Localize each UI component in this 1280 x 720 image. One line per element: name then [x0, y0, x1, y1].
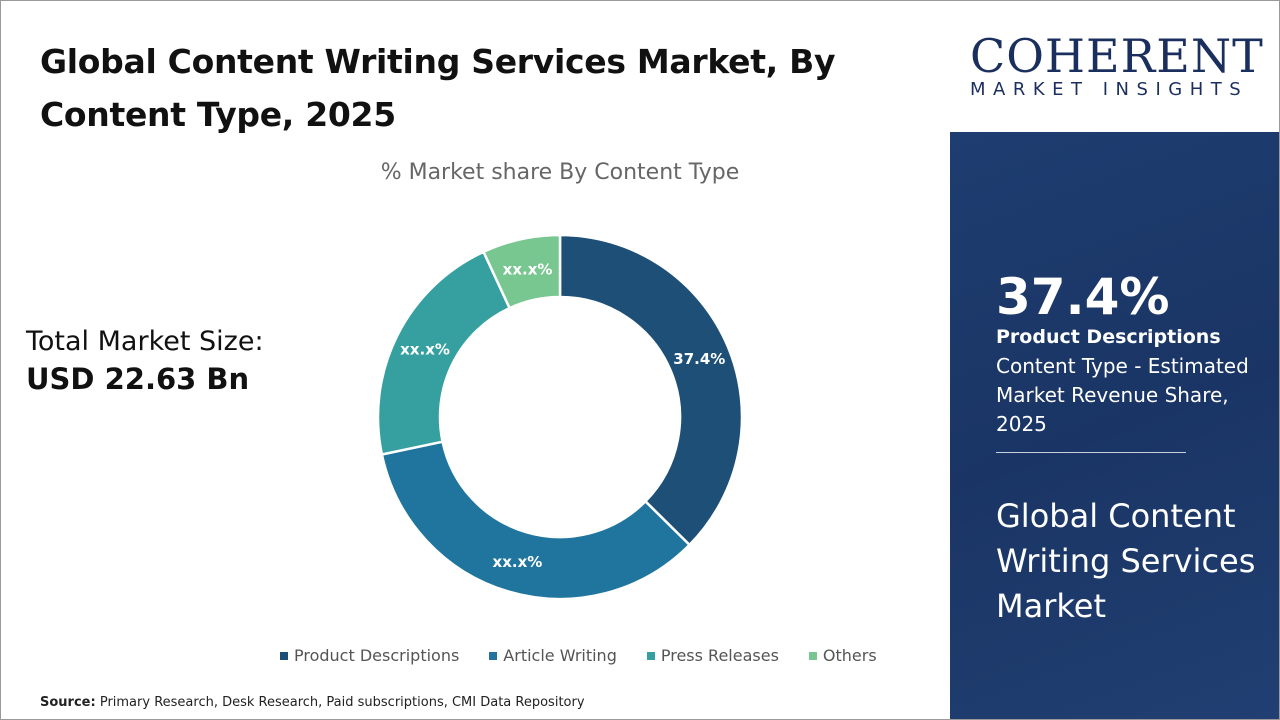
highlight-description: Content Type - Estimated Market Revenue … — [996, 354, 1249, 436]
total-market-size: Total Market Size: USD 22.63 Bn — [26, 324, 264, 400]
donut-chart: 37.4% xx.x% xx.x% xx.x% — [376, 233, 744, 601]
logo-tagline: MARKET INSIGHTS — [970, 79, 1249, 100]
legend-item: Press Releases — [646, 646, 779, 665]
company-logo: COHERENT MARKET INSIGHTS — [950, 1, 1279, 132]
total-market-label: Total Market Size: — [26, 326, 264, 357]
legend-label: Article Writing — [503, 646, 617, 665]
donut-slice-others — [481, 233, 562, 310]
total-market-value: USD 22.63 Bn — [26, 362, 250, 397]
source-note: Source: Primary Research, Desk Research,… — [40, 695, 585, 710]
legend-swatch — [646, 651, 655, 660]
donut-slice-article-writing — [380, 440, 692, 601]
legend-label: Press Releases — [660, 646, 779, 665]
legend-swatch — [280, 651, 288, 660]
legend-label: Product Descriptions — [294, 646, 460, 665]
legend-item: Others — [808, 646, 877, 665]
chart-legend: Product Descriptions Article Writing Press… — [280, 646, 877, 665]
highlight-panel: 37.4% Product Descriptions Content Type … — [950, 132, 1279, 719]
legend-label: Others — [822, 646, 877, 665]
divider — [996, 452, 1186, 453]
legend-item: Article Writing — [489, 646, 617, 665]
source-label: Source: — [40, 695, 96, 710]
data-label: 37.4% — [673, 350, 725, 368]
logo-wordmark: COHERENT — [970, 29, 1264, 83]
data-label: xx.x% — [400, 340, 450, 358]
chart-title: % Market share By Content Type — [380, 160, 740, 185]
source-text: Primary Research, Desk Research, Paid su… — [99, 695, 585, 710]
page-title: Global Content Writing Services Market, … — [40, 42, 836, 134]
legend-item: Product Descriptions — [280, 646, 459, 665]
donut-slice-product-descriptions — [558, 233, 744, 547]
highlight-segment: Product Descriptions — [996, 326, 1221, 348]
legend-swatch — [489, 651, 498, 660]
highlight-percent: 37.4% — [996, 268, 1170, 326]
data-label: xx.x% — [493, 553, 543, 571]
market-name: Global Content Writing Services Market — [996, 497, 1256, 625]
data-label: xx.x% — [503, 261, 553, 279]
legend-swatch — [808, 651, 817, 660]
